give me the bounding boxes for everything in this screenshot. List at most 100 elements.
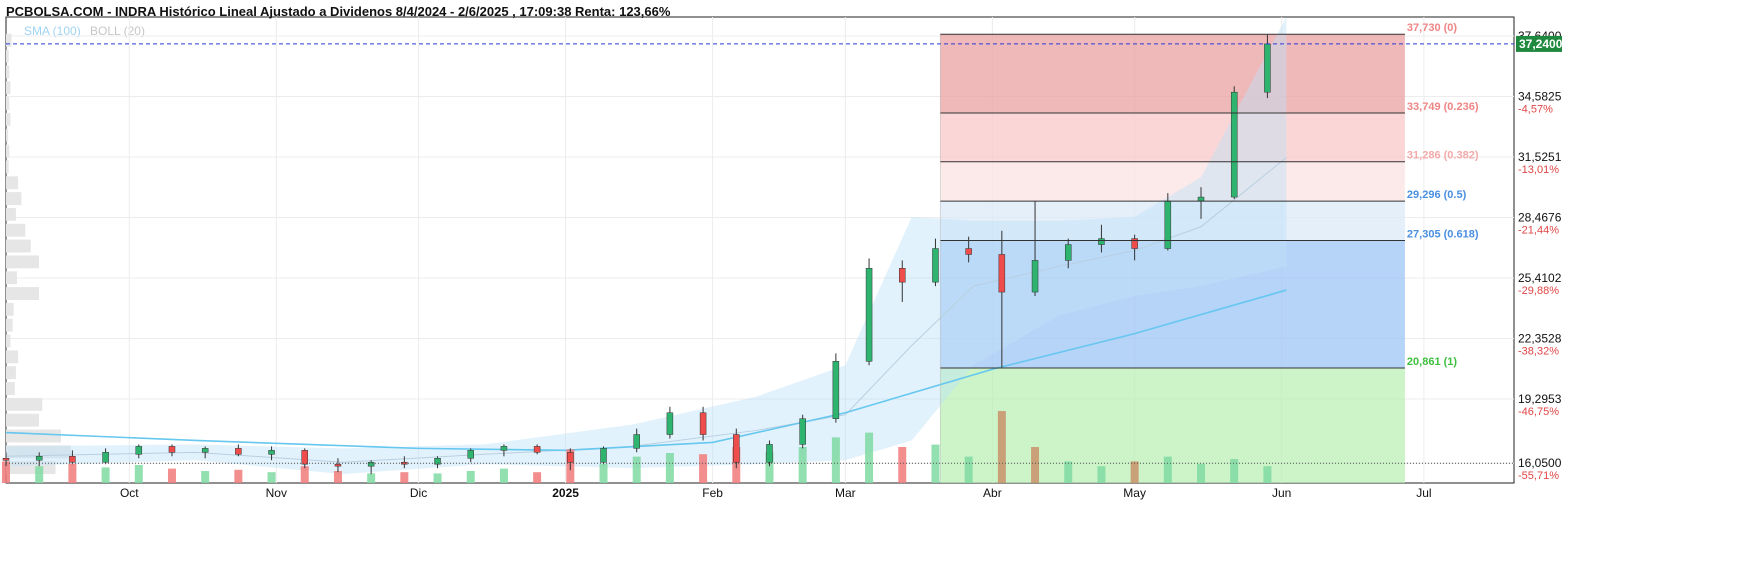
volume-bar — [333, 471, 342, 483]
candle — [1230, 86, 1238, 200]
candle-body — [766, 444, 773, 463]
candle-body — [699, 412, 707, 435]
volume-bar — [898, 447, 907, 483]
volume-bar — [632, 456, 641, 483]
volume-bar — [300, 466, 309, 483]
volume-profile-bar — [6, 318, 13, 332]
volume-profile-bar — [6, 366, 16, 380]
candle-body — [1131, 238, 1138, 249]
indicator-bollinger-label[interactable]: BOLL (20) — [90, 24, 145, 38]
candle-body — [865, 268, 873, 362]
volume-bar — [499, 468, 508, 483]
candle-body — [1197, 196, 1205, 202]
x-tick-label: Oct — [120, 486, 139, 500]
volume-bar — [599, 463, 608, 483]
candle-body — [899, 268, 906, 283]
volume-bar — [1163, 456, 1172, 483]
volume-profile-bar — [6, 176, 19, 190]
y-tick-pct: -4,57% — [1518, 103, 1553, 115]
volume-profile-bar — [6, 429, 61, 443]
candle — [699, 406, 707, 441]
y-tick-label: 22,3528 — [1518, 331, 1562, 345]
volume-bar — [101, 467, 110, 483]
indicator-sma-label[interactable]: SMA (100) — [24, 24, 81, 38]
candle-body — [69, 456, 76, 463]
candle — [135, 444, 143, 459]
volume-profile-bar — [6, 239, 31, 253]
candle — [1131, 234, 1138, 261]
fib-zone — [940, 112, 1405, 162]
x-tick-label: Jun — [1272, 486, 1291, 500]
volume-profile-bar — [6, 413, 39, 427]
x-tick-label: Jul — [1416, 486, 1431, 500]
candle-body — [268, 450, 275, 455]
candle-body — [567, 452, 574, 463]
volume-bar — [2, 461, 10, 483]
volume-bar — [964, 456, 973, 483]
candle — [600, 446, 607, 465]
candle — [201, 446, 209, 459]
volume-profile-bar — [6, 397, 43, 411]
volume-profile-bar — [6, 112, 11, 126]
candle — [467, 448, 474, 463]
volume-profile-bar — [6, 192, 22, 205]
volume-bar — [765, 451, 774, 483]
x-tick-label: Feb — [702, 486, 723, 500]
candle — [69, 450, 76, 465]
candle — [301, 448, 309, 469]
fib-level-label: 31,286 (0.382) — [1407, 150, 1479, 162]
x-tick-label: Dic — [410, 486, 427, 500]
y-tick-pct: -13,01% — [1518, 164, 1559, 176]
candle — [268, 446, 275, 461]
volume-profile-bar — [6, 144, 10, 158]
current-price-label: 37,2400 — [1519, 37, 1563, 51]
y-tick-label: 16,0500 — [1518, 456, 1562, 470]
fib-level-label: 29,296 (0.5) — [1407, 189, 1467, 201]
candle-body — [1164, 200, 1172, 249]
candle-body — [301, 450, 309, 465]
volume-bar — [201, 471, 210, 483]
current-price-tag — [1516, 35, 1562, 52]
volume-bar — [267, 472, 276, 483]
y-tick-label: 31,5251 — [1518, 150, 1562, 164]
candle-body — [965, 248, 972, 255]
candle-body — [1031, 260, 1039, 293]
candle-body — [168, 446, 176, 453]
fib-zone — [940, 34, 1405, 113]
candle-body — [1064, 244, 1072, 261]
fib-zone — [940, 201, 1405, 241]
chart-title: PCBOLSA.COM - INDRA Histórico Lineal Aju… — [6, 4, 671, 19]
candle-body — [201, 448, 209, 453]
volume-bar — [68, 463, 77, 483]
volume-profile-bar — [6, 81, 11, 95]
candle — [832, 353, 840, 423]
volume-bar — [433, 473, 442, 483]
volume-profile-bar — [6, 271, 17, 285]
y-tick-label: 28,4676 — [1518, 210, 1562, 224]
candle-body — [367, 461, 375, 467]
candle-body — [733, 434, 740, 463]
candle — [1031, 201, 1039, 297]
volume-bar — [1064, 461, 1073, 483]
x-tick-label: 2025 — [552, 486, 579, 500]
volume-profile — [6, 33, 71, 475]
volume-bar — [1097, 466, 1106, 483]
candle-body — [334, 463, 342, 467]
volume-profile-bar — [6, 49, 9, 63]
candle — [1098, 224, 1105, 253]
fib-level-label: 37,730 (0) — [1407, 22, 1457, 34]
candle — [865, 258, 873, 366]
volume-bar — [665, 453, 674, 483]
x-tick-label: Nov — [266, 486, 287, 500]
y-tick-label: 19,2953 — [1518, 392, 1562, 406]
sma-100-line — [5, 289, 1287, 452]
candle-body — [102, 452, 109, 463]
volume-bar — [1197, 463, 1206, 483]
volume-bar — [400, 472, 409, 483]
volume-profile-bar — [6, 223, 26, 237]
volume-bar — [798, 447, 807, 483]
volume-bar — [35, 466, 44, 483]
candle-body — [35, 456, 43, 461]
